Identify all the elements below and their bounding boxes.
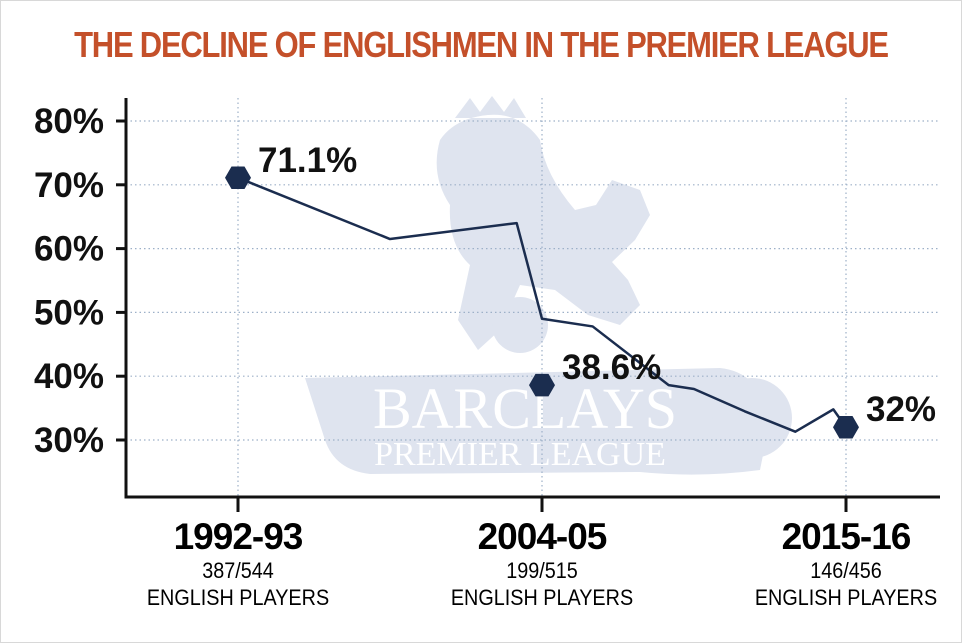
football-icon xyxy=(492,297,548,353)
x-tick-label: 2004-05 xyxy=(477,516,608,557)
watermark-text-premier-league: PREMIER LEAGUE xyxy=(374,436,666,473)
player-count: 199/515 xyxy=(506,558,578,583)
player-count-caption: ENGLISH PLAYERS xyxy=(450,585,634,610)
x-category: 2015-16 146/456 ENGLISH PLAYERS xyxy=(726,517,962,611)
x-category: 2004-05 199/515 ENGLISH PLAYERS xyxy=(422,517,662,611)
y-tick-label: 70% xyxy=(34,166,104,205)
y-tick-label: 60% xyxy=(34,230,104,269)
data-point-marker xyxy=(225,166,251,189)
point-markers xyxy=(225,166,859,439)
grid xyxy=(126,98,940,497)
x-tick-label: 2015-16 xyxy=(781,516,912,557)
x-tick-label: 1992-93 xyxy=(173,516,304,557)
series-line xyxy=(237,176,848,433)
data-labels: 71.1% 38.6% 32% xyxy=(258,141,936,429)
lion-logo-icon xyxy=(436,96,650,350)
data-point-marker xyxy=(529,373,555,397)
y-tick-label: 30% xyxy=(34,421,104,460)
chart-title: THE DECLINE OF ENGLISHMEN IN THE PREMIER… xyxy=(74,24,889,65)
y-tick-label: 50% xyxy=(34,293,104,332)
player-count: 387/544 xyxy=(202,558,274,583)
y-axis-ticks: 30% 40% 50% 60% 70% 80% xyxy=(34,102,126,460)
player-count: 146/456 xyxy=(810,558,882,583)
lion-badge-icon xyxy=(712,378,792,458)
data-label: 32% xyxy=(866,390,936,429)
y-tick-label: 80% xyxy=(34,102,104,141)
player-count-caption: ENGLISH PLAYERS xyxy=(146,585,330,610)
data-label: 71.1% xyxy=(258,141,357,180)
watermark-text-barclays: BARCLAYS xyxy=(373,376,677,441)
player-count-caption: ENGLISH PLAYERS xyxy=(754,585,938,610)
data-point-marker xyxy=(833,416,859,439)
banner-shape xyxy=(305,368,770,475)
data-label: 38.6% xyxy=(562,348,661,387)
x-category: 1992-93 387/544 ENGLISH PLAYERS xyxy=(118,517,358,611)
y-tick-label: 40% xyxy=(34,357,104,396)
premier-league-watermark: BARCLAYS PREMIER LEAGUE xyxy=(305,96,792,475)
series-line-path xyxy=(237,176,848,433)
axes xyxy=(124,98,940,512)
